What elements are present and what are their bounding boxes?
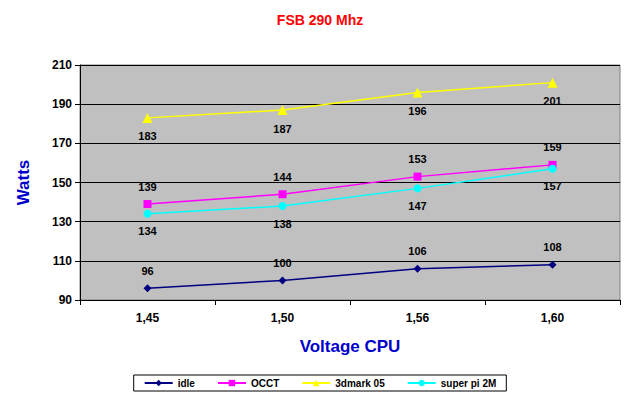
svg-text:110: 110	[53, 254, 73, 268]
svg-text:138: 138	[273, 218, 291, 230]
svg-text:147: 147	[408, 200, 426, 212]
svg-text:196: 196	[408, 105, 426, 117]
svg-text:190: 190	[52, 97, 72, 111]
svg-text:Watts: Watts	[14, 160, 33, 206]
svg-text:1,45: 1,45	[136, 311, 160, 325]
svg-text:super pi 2M: super pi 2M	[441, 378, 497, 389]
svg-text:183: 183	[138, 130, 156, 142]
svg-text:134: 134	[138, 225, 157, 237]
svg-text:157: 157	[543, 180, 561, 192]
svg-text:1,56: 1,56	[406, 311, 430, 325]
svg-text:159: 159	[543, 141, 561, 153]
svg-text:201: 201	[543, 95, 561, 107]
svg-text:153: 153	[408, 153, 426, 165]
svg-text:Voltage CPU: Voltage CPU	[300, 337, 401, 356]
svg-text:FSB 290 Mhz: FSB 290 Mhz	[277, 12, 363, 28]
svg-text:1,60: 1,60	[541, 311, 565, 325]
svg-text:90: 90	[59, 293, 73, 307]
svg-text:187: 187	[273, 123, 291, 135]
svg-text:150: 150	[52, 176, 72, 190]
svg-text:144: 144	[273, 171, 292, 183]
svg-text:130: 130	[52, 215, 72, 229]
svg-text:106: 106	[408, 245, 426, 257]
svg-text:210: 210	[52, 58, 72, 72]
svg-text:96: 96	[141, 265, 153, 277]
svg-text:108: 108	[543, 241, 561, 253]
svg-text:3dmark 05: 3dmark 05	[335, 378, 385, 389]
svg-text:139: 139	[138, 181, 156, 193]
svg-text:170: 170	[52, 136, 72, 150]
svg-text:1,50: 1,50	[271, 311, 295, 325]
svg-text:OCCT: OCCT	[251, 378, 279, 389]
svg-text:idle: idle	[178, 378, 196, 389]
svg-text:100: 100	[273, 257, 291, 269]
